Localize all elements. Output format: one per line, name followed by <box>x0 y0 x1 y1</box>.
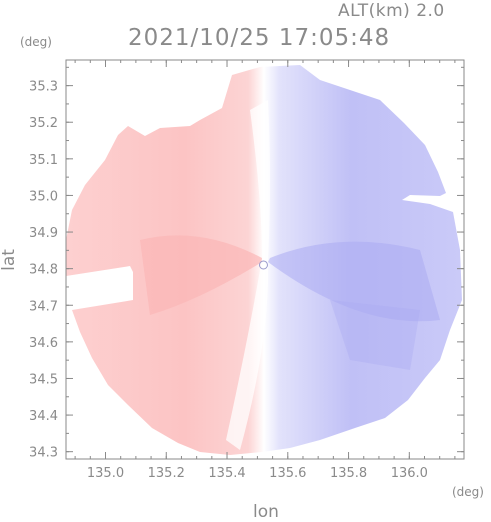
timestamp-title: 2021/10/25 17:05:48 <box>128 25 391 51</box>
radar-site-marker <box>258 260 268 270</box>
approaching-patch <box>330 300 420 370</box>
x-tick-label: 135.4 <box>208 466 245 481</box>
x-tick-label: 135.0 <box>87 466 124 481</box>
y-tick-label: 35.1 <box>29 153 58 168</box>
x-tick-label: 135.8 <box>330 466 367 481</box>
y-tick-label: 34.5 <box>29 372 58 387</box>
x-axis-label: lon <box>253 502 279 522</box>
y-tick-label: 35.2 <box>29 116 58 131</box>
y-tick-label: 34.7 <box>29 299 58 314</box>
y-tick-label: 34.4 <box>29 409 58 424</box>
y-tick-label: 34.3 <box>29 446 58 461</box>
y-tick-label: 35.0 <box>29 189 58 204</box>
x-tick-label: 135.2 <box>148 466 185 481</box>
altitude-title: ALT(km) 2.0 <box>338 1 445 21</box>
y-tick-label: 35.3 <box>29 80 58 95</box>
y-unit-label: (deg) <box>20 35 52 49</box>
plot-frame <box>65 59 465 460</box>
x-unit-label: (deg) <box>452 485 484 499</box>
receding-core <box>140 235 262 315</box>
y-tick-label: 34.6 <box>29 336 58 351</box>
x-tick-label: 135.6 <box>269 466 306 481</box>
y-tick-label: 34.8 <box>29 263 58 278</box>
y-tick-label: 34.9 <box>29 226 58 241</box>
zero-velocity-band <box>226 100 270 450</box>
x-tick-label: 136.0 <box>391 466 428 481</box>
approaching-core <box>268 241 440 322</box>
